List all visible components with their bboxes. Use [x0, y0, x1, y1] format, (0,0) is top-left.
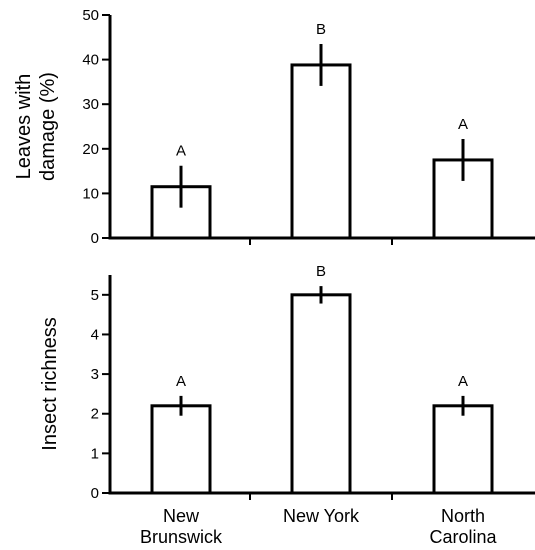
y-tick-label-1-3: 30: [82, 96, 99, 113]
y-axis-title-1: Leaves with damage (%): [13, 72, 59, 181]
significance-label-2-1: A: [176, 373, 186, 390]
y-axis-title-line-1-2: damage (%): [37, 72, 59, 181]
y-tick-label-2-2: 2: [91, 406, 99, 423]
significance-label-1-3: A: [458, 116, 468, 133]
significance-label-2-2: B: [316, 263, 326, 280]
significance-label-1-1: A: [176, 143, 186, 160]
y-tick-label-2-3: 3: [91, 366, 99, 383]
category-label-line-1-2: Brunswick: [140, 527, 223, 547]
y-axis-title-line-2-1: Insect richness: [39, 317, 61, 450]
y-tick-label-1-2: 20: [82, 141, 99, 158]
bar-2-2: [290, 293, 352, 495]
category-label-line-1-1: New: [163, 506, 200, 526]
category-label-3: North Carolina: [429, 506, 497, 547]
category-label-line-3-2: Carolina: [429, 527, 497, 547]
bar-1-2: [290, 63, 352, 240]
category-label-line-3-1: North: [441, 506, 485, 526]
bar-2-3: [432, 404, 494, 495]
y-tick-label-1-0: 0: [91, 230, 99, 247]
bar-2-1: [150, 404, 212, 495]
y-tick-label-1-5: 50: [82, 7, 99, 24]
y-tick-label-2-1: 1: [91, 445, 99, 462]
y-tick-label-2-4: 4: [91, 326, 99, 343]
significance-label-2-3: A: [458, 373, 468, 390]
significance-label-1-2: B: [316, 21, 326, 38]
category-label-line-2-1: New York: [283, 506, 360, 526]
category-label-1: New Brunswick: [140, 506, 223, 547]
category-label-2: New York: [283, 506, 360, 526]
y-tick-label-2-0: 0: [91, 485, 99, 502]
y-tick-label-2-5: 5: [91, 287, 99, 304]
y-tick-label-1-1: 10: [82, 185, 99, 202]
y-axis-title-2: Insect richness: [39, 317, 61, 450]
y-tick-label-1-4: 40: [82, 52, 99, 69]
y-axis-title-line-1-1: Leaves with: [13, 74, 35, 180]
